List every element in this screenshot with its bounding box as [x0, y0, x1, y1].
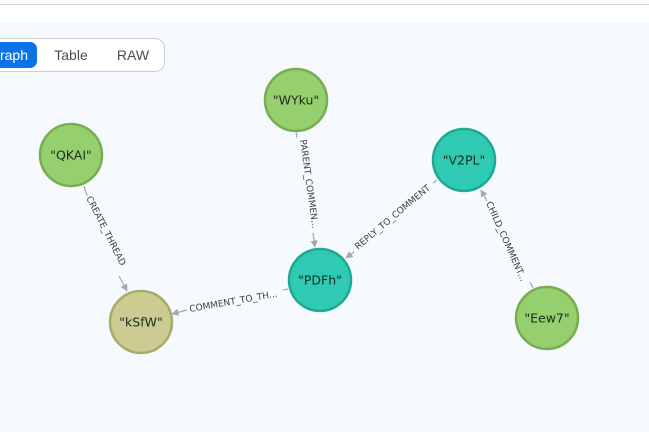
edge-label-child-comment: CHILD_COMMENT... [483, 200, 527, 283]
tab-graph[interactable]: raph [0, 42, 37, 68]
node-wyku-circle [263, 67, 329, 133]
edge-parent-comment[interactable]: PARENT_COMMEN... [295, 130, 319, 248]
tab-table[interactable]: Table [54, 47, 88, 63]
edge-label-parent-comment: PARENT_COMMEN... [297, 139, 319, 229]
edge-label-reply-to-comment: REPLY_TO_COMMENT [354, 183, 434, 252]
edge-comment-to-thread[interactable]: COMMENT_TO_TH... [171, 288, 289, 316]
node-ksfw[interactable]: "kSfW" [108, 289, 174, 355]
node-v2pl[interactable]: "V2PL" [431, 127, 497, 193]
tab-graph-label: raph [0, 47, 28, 63]
node-pdfh-circle [287, 247, 353, 313]
node-wyku-label: "WYku" [273, 93, 319, 108]
node-eew7-label: "Eew7" [524, 311, 569, 326]
node-eew7[interactable]: "Eew7" [514, 285, 580, 351]
node-pdfh[interactable]: "PDFh" [287, 247, 353, 313]
top-divider [0, 4, 649, 5]
node-pdfh-label: "PDFh" [298, 273, 342, 288]
view-mode-switch: raph Table RAW [0, 38, 165, 72]
node-ksfw-circle [108, 289, 174, 355]
edge-reply-to-comment[interactable]: REPLY_TO_COMMENT [345, 179, 438, 259]
node-qkai-label: "QKAI" [50, 148, 92, 163]
edge-child-comment[interactable]: CHILD_COMMENT... [480, 189, 534, 289]
edge-label-comment-to-thread: COMMENT_TO_TH... [189, 290, 278, 315]
node-wyku[interactable]: "WYku" [263, 67, 329, 133]
node-v2pl-label: "V2PL" [443, 153, 486, 168]
edge-create-thread[interactable]: CREATE_THREAD [83, 185, 128, 292]
node-ksfw-label: "kSfW" [119, 315, 162, 330]
node-eew7-circle [514, 285, 580, 351]
node-qkai[interactable]: "QKAI" [38, 122, 104, 188]
edge-label-create-thread: CREATE_THREAD [83, 195, 127, 268]
node-v2pl-circle [431, 127, 497, 193]
node-qkai-circle [38, 122, 104, 188]
tab-raw[interactable]: RAW [116, 47, 150, 63]
